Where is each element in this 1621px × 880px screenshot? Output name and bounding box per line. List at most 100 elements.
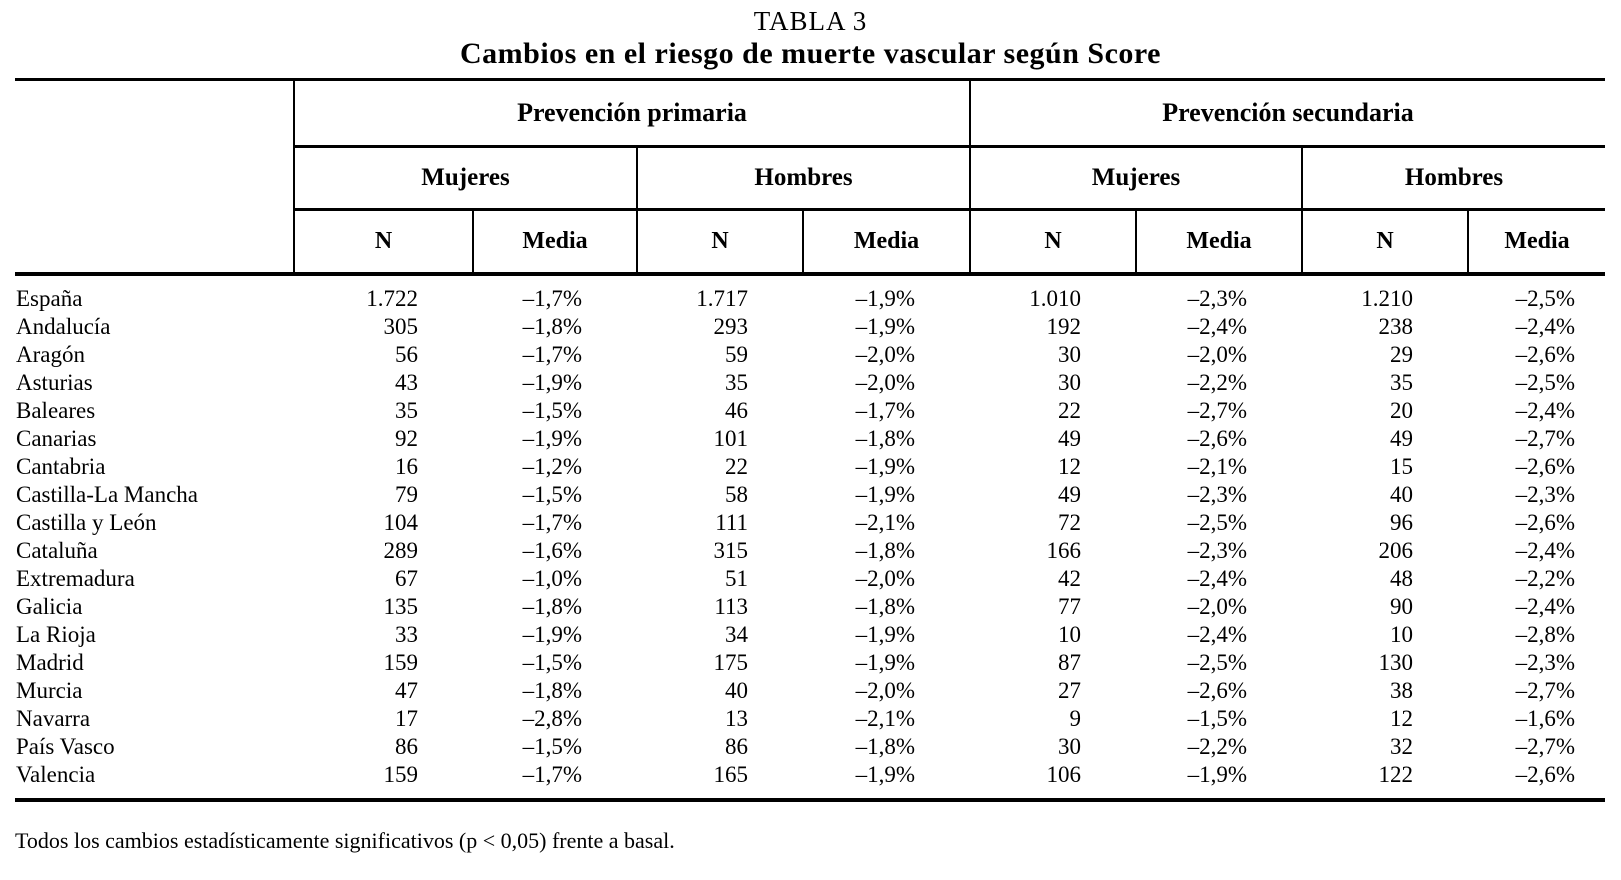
value-cell: –2,7% <box>1515 678 1575 703</box>
value-cell: 27 <box>1058 678 1081 703</box>
value-cell: 67 <box>395 566 418 591</box>
value-cell: –2,7% <box>1187 398 1247 423</box>
region-label: Madrid <box>16 650 84 675</box>
group-header-primary-prevention: Prevención primaria <box>294 79 970 148</box>
value-cell: 122 <box>1302 761 1468 802</box>
value-cell: –2,5% <box>1515 286 1575 311</box>
value-cell: –2,4% <box>1515 314 1575 339</box>
value-cell: –1,6% <box>522 538 582 563</box>
value-cell: 49 <box>1058 482 1081 507</box>
table-row: Andalucía 305 –1,8% 293 –1,9% 192 –2,4% 238 –2,4… <box>15 313 1605 341</box>
value-cell: –1,9% <box>855 314 915 339</box>
table-titles: TABLA 3 Cambios en el riesgo de muerte v… <box>0 0 1621 72</box>
region-label: Canarias <box>16 426 97 451</box>
value-cell: –1,5% <box>522 650 582 675</box>
value-cell: –2,4% <box>1515 594 1575 619</box>
value-cell: 42 <box>1058 566 1081 591</box>
value-cell: 30 <box>1058 734 1081 759</box>
value-cell: –2,7% <box>1515 734 1575 759</box>
value-cell: 30 <box>1058 342 1081 367</box>
value-cell: 206 <box>1378 538 1414 563</box>
value-cell: –2,6% <box>1468 761 1605 802</box>
value-cell: –1,9% <box>1136 761 1302 802</box>
value-cell: –1,9% <box>855 286 915 311</box>
value-cell: –2,4% <box>1187 622 1247 647</box>
value-cell: 289 <box>383 538 419 563</box>
value-cell: 12 <box>1058 454 1081 479</box>
table-footnote: Todos los cambios estadísticamente signi… <box>15 828 675 853</box>
value-cell: –1,6% <box>1515 706 1575 731</box>
value-cell: –1,8% <box>855 734 915 759</box>
table-row: Aragón 56 –1,7% 59 –2,0% 30 –2,0% 29 –2,6% <box>15 341 1605 369</box>
value-cell: 46 <box>725 398 748 423</box>
value-cell: –2,4% <box>1187 566 1247 591</box>
column-header-media: Media <box>1135 209 1302 276</box>
value-cell: –2,3% <box>1187 286 1247 311</box>
value-cell: –2,6% <box>1187 678 1247 703</box>
value-cell: 135 <box>383 594 419 619</box>
column-header-media: Media <box>1467 209 1605 276</box>
table-row: Murcia 47 –1,8% 40 –2,0% 27 –2,6% 38 –2,7% <box>15 677 1605 705</box>
region-label: Asturias <box>16 370 93 395</box>
value-cell: 96 <box>1390 510 1413 535</box>
value-cell: 20 <box>1390 398 1413 423</box>
table-row: Extremadura 67 –1,0% 51 –2,0% 42 –2,4% 48 –2,2% <box>15 565 1605 593</box>
value-cell: –1,8% <box>522 314 582 339</box>
table-body: España 1.722 –1,7% 1.717 –1,9% 1.010 –2,3% 1.21… <box>15 274 1605 802</box>
value-cell: 130 <box>1378 650 1414 675</box>
value-cell: 35 <box>1390 370 1413 395</box>
value-cell: –2,0% <box>1187 594 1247 619</box>
value-cell: 30 <box>1058 370 1081 395</box>
table-row: España 1.722 –1,7% 1.717 –1,9% 1.010 –2,3% 1.21… <box>15 274 1605 313</box>
subgroup-header-women-secondary: Mujeres <box>969 146 1302 211</box>
value-cell: –2,8% <box>522 706 582 731</box>
region-label: Valencia <box>15 761 294 802</box>
value-cell: –2,3% <box>1515 650 1575 675</box>
value-cell: –2,5% <box>1187 650 1247 675</box>
value-cell: 43 <box>395 370 418 395</box>
value-cell: 111 <box>715 510 748 535</box>
value-cell: –2,6% <box>1515 342 1575 367</box>
region-label: Cantabria <box>16 454 106 479</box>
value-cell: –2,0% <box>855 370 915 395</box>
value-cell: 86 <box>395 734 418 759</box>
value-cell: –1,7% <box>522 342 582 367</box>
value-cell: –2,0% <box>855 342 915 367</box>
value-cell: 10 <box>1390 622 1413 647</box>
region-label: Navarra <box>16 706 91 731</box>
region-label: País Vasco <box>16 734 115 759</box>
table-row: Castilla y León 104 –1,7% 111 –2,1% 72 –2,5% 96… <box>15 509 1605 537</box>
region-label: Extremadura <box>16 566 135 591</box>
value-cell: –2,2% <box>1187 734 1247 759</box>
region-label: Murcia <box>16 678 83 703</box>
value-cell: –2,1% <box>1187 454 1247 479</box>
subgroup-header-men-secondary: Hombres <box>1301 146 1605 211</box>
value-cell: 315 <box>713 538 749 563</box>
value-cell: –2,6% <box>1187 426 1247 451</box>
value-cell: 101 <box>713 426 749 451</box>
value-cell: –2,1% <box>855 510 915 535</box>
region-label: Cataluña <box>16 538 98 563</box>
value-cell: 12 <box>1390 706 1413 731</box>
region-label: España <box>16 286 83 311</box>
value-cell: 77 <box>1058 594 1081 619</box>
column-header-n: N <box>969 209 1136 276</box>
value-cell: –2,6% <box>1515 454 1575 479</box>
table-row: Cataluña 289 –1,6% 315 –1,8% 166 –2,3% 206 –2,4% <box>15 537 1605 565</box>
value-cell: 29 <box>1390 342 1413 367</box>
value-cell: –2,4% <box>1187 314 1247 339</box>
value-cell: 90 <box>1390 594 1413 619</box>
value-cell: –2,1% <box>855 706 915 731</box>
column-header-n: N <box>294 209 473 276</box>
value-cell: –1,7% <box>473 761 637 802</box>
value-cell: –2,2% <box>1515 566 1575 591</box>
value-cell: 104 <box>383 510 419 535</box>
value-cell: –1,9% <box>855 650 915 675</box>
value-cell: –2,0% <box>1187 342 1247 367</box>
value-cell: –1,0% <box>522 566 582 591</box>
score-risk-table: Prevención primaria Prevención secundari… <box>15 78 1605 802</box>
value-cell: –2,3% <box>1515 482 1575 507</box>
region-label: Castilla-La Mancha <box>16 482 199 507</box>
stub-cell <box>15 79 295 276</box>
value-cell: 33 <box>395 622 418 647</box>
